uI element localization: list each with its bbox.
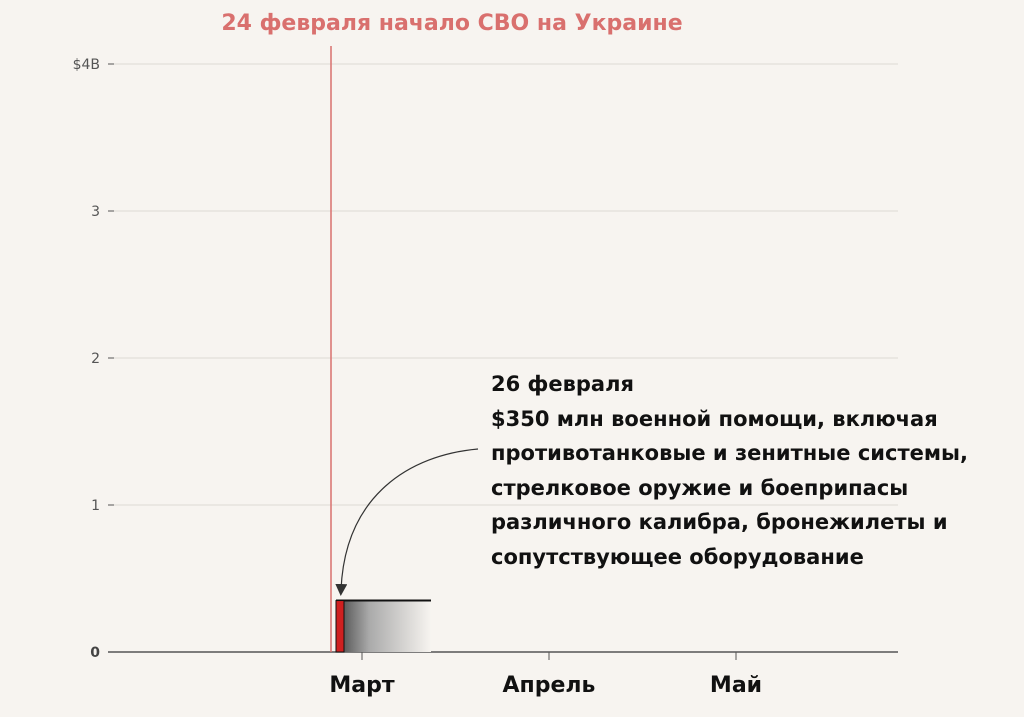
y-tick-label: 0 xyxy=(90,645,100,661)
bar-shadow xyxy=(336,600,431,652)
bar xyxy=(335,600,345,653)
annotation-line: сопутствующее оборудование xyxy=(491,544,864,569)
x-tick-label: Май xyxy=(710,673,762,698)
annotation-line: противотанковые и зенитные системы, xyxy=(491,441,969,465)
y-tick-label: 3 xyxy=(91,204,100,220)
x-tick-label: Апрель xyxy=(503,673,596,698)
y-axis: $4B 3 2 1 0 xyxy=(73,57,114,661)
grid xyxy=(108,63,898,506)
bars xyxy=(335,599,431,653)
y-tick-label: 2 xyxy=(91,351,100,367)
y-tick-label: $4B xyxy=(73,57,100,73)
annotation-line: стрелковое оружие и боеприпасы xyxy=(491,475,909,500)
x-axis: Март Апрель Май xyxy=(329,652,762,698)
event-title: 24 февраля начало СВО на Украине xyxy=(221,11,682,36)
annotation-line: различного калибра, бронежилеты и xyxy=(491,510,948,534)
annotation-arrow xyxy=(335,448,479,596)
annotation-date: 26 февраля xyxy=(491,372,634,396)
annotation-line: $350 млн военной помощи, включая xyxy=(491,406,938,431)
annotation: 26 февраля $350 млн военной помощи, вклю… xyxy=(491,367,1011,574)
y-tick-label: 1 xyxy=(91,498,100,514)
x-tick-label: Март xyxy=(329,673,394,698)
